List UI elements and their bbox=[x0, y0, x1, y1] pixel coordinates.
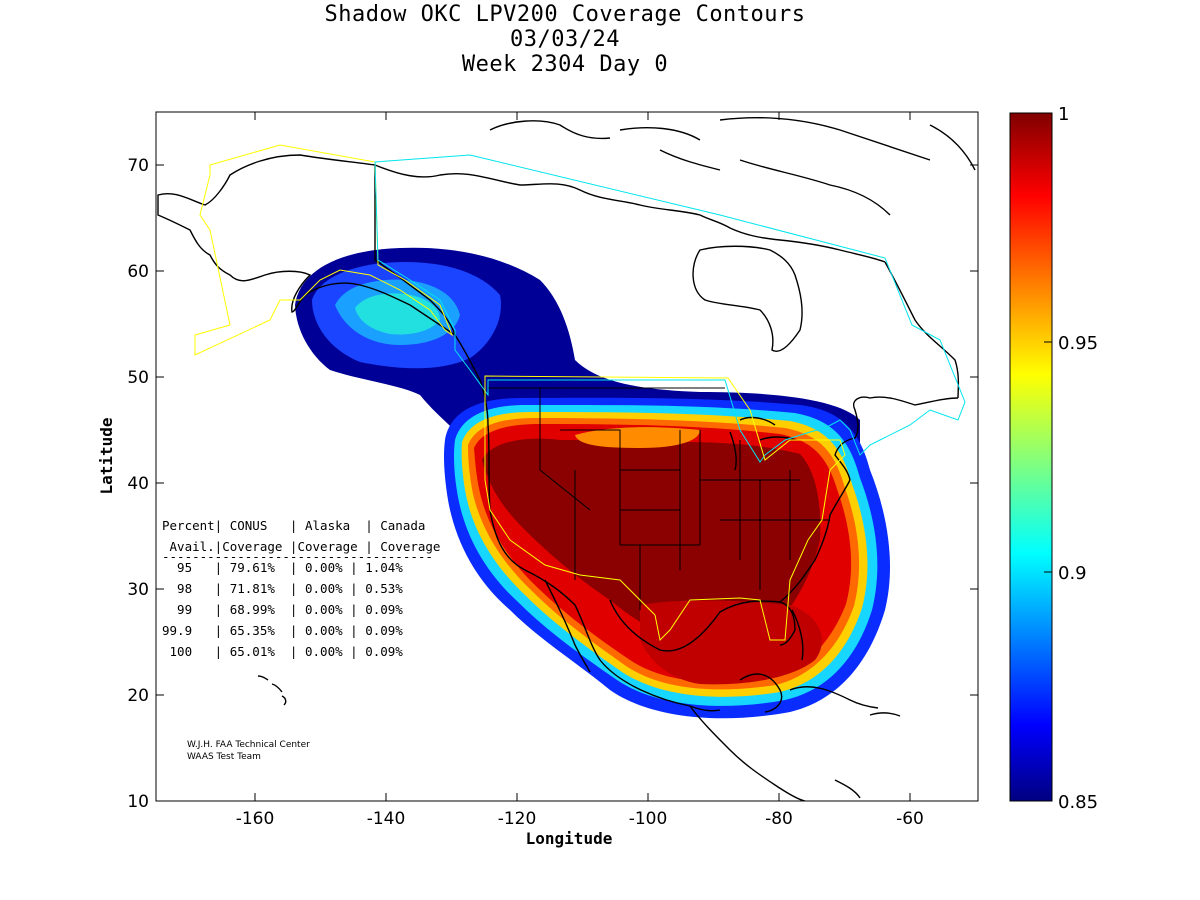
map-frame bbox=[155, 111, 979, 802]
x-tick-label: -80 bbox=[765, 809, 793, 829]
table-row: 99.9 | 65.35% | 0.00% | 0.09% bbox=[162, 623, 403, 638]
region-boundaries bbox=[194, 144, 966, 642]
state-borders bbox=[488, 387, 830, 610]
coastline-arctic-islands bbox=[489, 117, 976, 216]
coastline-labrador bbox=[884, 261, 960, 399]
coastline-alaska bbox=[157, 154, 457, 337]
table-row: 95 | 79.61% | 0.00% | 1.04% bbox=[162, 560, 403, 575]
y-tick-label: 70 bbox=[127, 156, 149, 176]
y-tick-label: 50 bbox=[127, 368, 149, 388]
credit-line1: W.J.H. FAA Technical Center bbox=[187, 740, 310, 750]
coastlines bbox=[157, 117, 976, 801]
coastline-florida bbox=[779, 479, 851, 661]
x-tick-label: -120 bbox=[498, 809, 537, 829]
chart-title-line3: Week 2304 Day 0 bbox=[461, 52, 669, 77]
canada-boundary-cyan bbox=[374, 154, 966, 463]
y-axis-label: Latitude bbox=[97, 417, 116, 494]
coastline-gulf bbox=[609, 599, 796, 652]
great-lakes bbox=[729, 416, 796, 471]
y-tick-label: 60 bbox=[127, 262, 149, 282]
axis-ticks bbox=[156, 112, 978, 802]
coastline-hawaii bbox=[257, 675, 287, 706]
table-header-line2: Avail.|Coverage |Coverage | Coverage bbox=[162, 539, 440, 554]
coverage-stats-table: Percent| CONUS | Alaska | Canada Avail.|… bbox=[162, 518, 440, 659]
chart-title-line2: 03/03/24 bbox=[510, 27, 620, 52]
table-row: 100 | 65.01% | 0.00% | 0.09% bbox=[162, 644, 403, 659]
coverage-band-north-orange bbox=[575, 427, 700, 448]
y-tick-label: 20 bbox=[127, 686, 149, 706]
alaska-boundary-yellow bbox=[194, 144, 454, 356]
coastline-yucatan bbox=[739, 673, 783, 713]
coastline-central-america bbox=[689, 705, 806, 801]
table-row: 98 | 71.81% | 0.00% | 0.53% bbox=[162, 581, 403, 596]
coastline-east-coast bbox=[834, 396, 959, 481]
y-tick-label: 40 bbox=[127, 474, 149, 494]
x-tick-label: -60 bbox=[896, 809, 924, 829]
coastline-hudson-bay bbox=[692, 245, 803, 352]
x-tick-label: -100 bbox=[629, 809, 668, 829]
coastline-caribbean bbox=[834, 712, 901, 799]
colorbar-tick-label: 0.85 bbox=[1058, 792, 1098, 813]
y-tick-label: 30 bbox=[127, 580, 149, 600]
colorbar: 1 0.95 0.9 0.85 bbox=[1009, 104, 1098, 813]
table-row: 99 | 68.99% | 0.00% | 0.09% bbox=[162, 602, 403, 617]
colorbar-tick-label: 0.95 bbox=[1058, 333, 1098, 354]
x-axis-label: Longitude bbox=[526, 829, 613, 848]
colorbar-tick-label: 0.9 bbox=[1058, 563, 1087, 584]
coverage-band-alaska-core bbox=[355, 293, 440, 335]
coverage-band-gulf-red bbox=[640, 600, 822, 685]
colorbar-gradient bbox=[1009, 112, 1053, 802]
colorbar-tick-label: 1 bbox=[1058, 104, 1069, 125]
x-tick-label: -140 bbox=[367, 809, 406, 829]
credit-line2: WAAS Test Team bbox=[187, 752, 261, 762]
coastline-canada-arctic bbox=[374, 164, 886, 263]
table-header-line1: Percent| CONUS | Alaska | Canada bbox=[162, 518, 425, 533]
coastline-cuba bbox=[789, 686, 879, 709]
chart-title-line1: Shadow OKC LPV200 Coverage Contours bbox=[324, 2, 806, 27]
x-tick-label: -160 bbox=[236, 809, 275, 829]
table-divider: ------------------------------------ bbox=[162, 549, 433, 564]
conus-boundary-yellow bbox=[484, 375, 846, 642]
y-tick-label: 10 bbox=[127, 792, 149, 812]
coastline-baja bbox=[544, 579, 591, 673]
